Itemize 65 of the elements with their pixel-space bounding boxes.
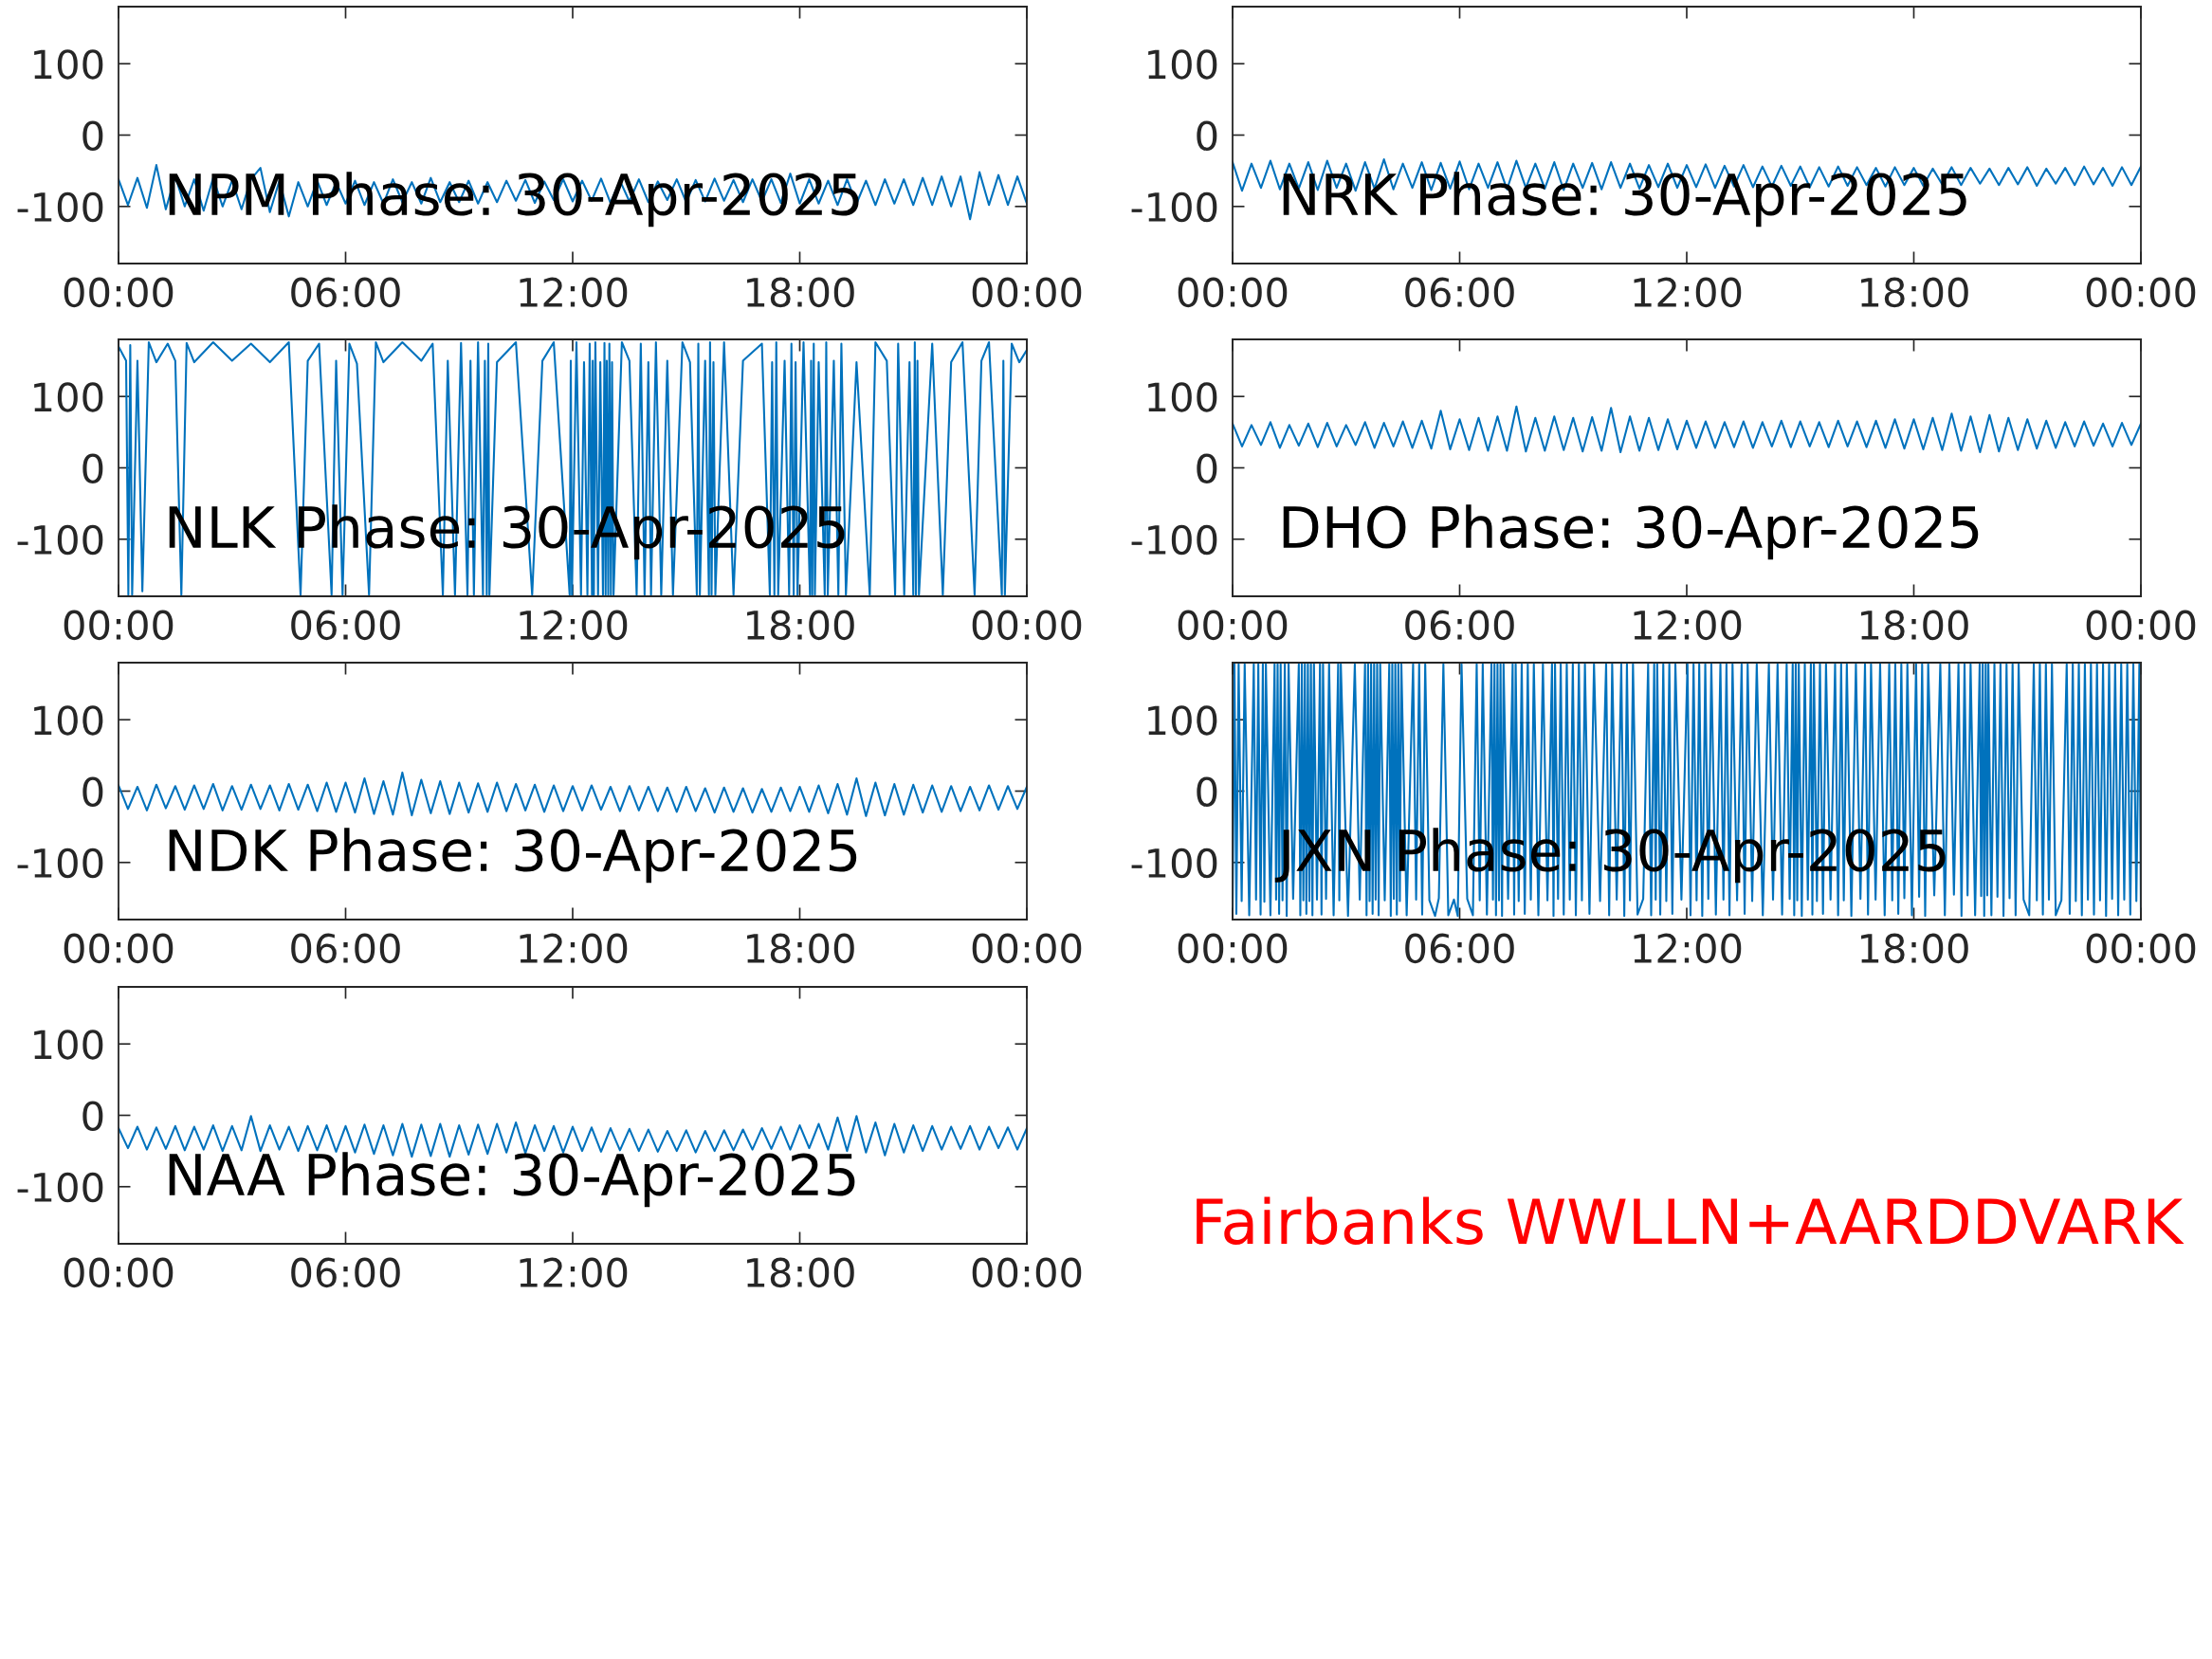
x-tick-label: 00:00 <box>64 277 174 308</box>
x-tick-label: 06:00 <box>291 610 400 641</box>
x-tick-label: 06:00 <box>1405 277 1514 308</box>
text: DHO Phase: 30-Apr-2025 <box>1283 504 1979 560</box>
x-tick-label: 00:00 <box>1178 610 1288 641</box>
y-tick-label: 0 <box>1197 120 1217 151</box>
x-tick-label: 12:00 <box>520 277 628 308</box>
x-tick-label: 00:00 <box>2086 933 2196 964</box>
x-tick-label: 06:00 <box>291 1257 400 1288</box>
x-tick-label: 12:00 <box>1634 933 1742 964</box>
y-tick-label: 100 <box>34 1030 103 1060</box>
x-tick-label: 00:00 <box>64 933 174 964</box>
y-tick-label: 100 <box>34 705 103 736</box>
x-tick-label: 12:00 <box>520 933 628 964</box>
y-tick-label: 0 <box>82 776 103 807</box>
text: NRK Phase: 30-Apr-2025 <box>1283 172 1966 228</box>
y-tick-label: 0 <box>82 120 103 151</box>
x-tick-label: 06:00 <box>1405 610 1514 641</box>
line-series <box>1233 405 2141 453</box>
x-tick-label: 06:00 <box>291 277 400 308</box>
x-tick-label: 00:00 <box>972 277 1082 308</box>
y-tick-label: 0 <box>82 453 103 483</box>
x-tick-label: 06:00 <box>1405 933 1514 964</box>
y-tick-label: -100 <box>17 1172 103 1203</box>
x-tick-label: 00:00 <box>1178 277 1288 308</box>
x-tick-label: 00:00 <box>972 610 1082 641</box>
x-tick-label: 06:00 <box>291 933 400 964</box>
x-tick-label: 00:00 <box>64 610 174 641</box>
y-tick-label: -100 <box>17 848 103 879</box>
x-tick-label: 18:00 <box>747 1257 854 1288</box>
y-tick-label: -100 <box>1131 524 1217 556</box>
text: Fairbanks WWLLN+AARDDVARK <box>1197 1196 2185 1245</box>
x-tick-label: 00:00 <box>972 933 1082 964</box>
line-series <box>1233 663 2141 918</box>
text: NDK Phase: 30-Apr-2025 <box>169 828 857 884</box>
x-tick-label: 00:00 <box>2086 277 2196 308</box>
x-tick-label: 18:00 <box>747 933 854 964</box>
y-tick-label: 100 <box>34 49 103 80</box>
y-tick-label: 0 <box>1197 776 1217 807</box>
x-tick-label: 00:00 <box>2086 610 2196 641</box>
y-tick-label: 100 <box>1148 49 1217 80</box>
x-tick-label: 18:00 <box>1861 933 1968 964</box>
x-tick-label: 00:00 <box>64 1257 174 1288</box>
x-tick-label: 12:00 <box>520 1257 628 1288</box>
x-tick-label: 18:00 <box>747 277 854 308</box>
y-tick-label: -100 <box>1131 848 1217 879</box>
x-tick-label: 12:00 <box>1634 277 1742 308</box>
text: NAA Phase: 30-Apr-2025 <box>169 1152 855 1208</box>
y-tick-label: -100 <box>17 191 103 223</box>
x-tick-label: 00:00 <box>972 1257 1082 1288</box>
y-tick-label: 100 <box>1148 382 1217 412</box>
line-series <box>119 771 1027 817</box>
x-tick-label: 18:00 <box>1861 277 1968 308</box>
x-tick-label: 12:00 <box>520 610 628 641</box>
y-tick-label: -100 <box>1131 191 1217 223</box>
x-tick-label: 00:00 <box>1178 933 1288 964</box>
y-tick-label: 0 <box>1197 453 1217 483</box>
line-series <box>119 340 1027 596</box>
y-tick-label: 0 <box>82 1101 103 1131</box>
y-tick-label: 100 <box>34 382 103 412</box>
x-tick-label: 18:00 <box>1861 610 1968 641</box>
y-tick-label: 100 <box>1148 705 1217 736</box>
x-tick-label: 18:00 <box>747 610 854 641</box>
y-tick-label: -100 <box>17 524 103 556</box>
x-tick-label: 12:00 <box>1634 610 1742 641</box>
